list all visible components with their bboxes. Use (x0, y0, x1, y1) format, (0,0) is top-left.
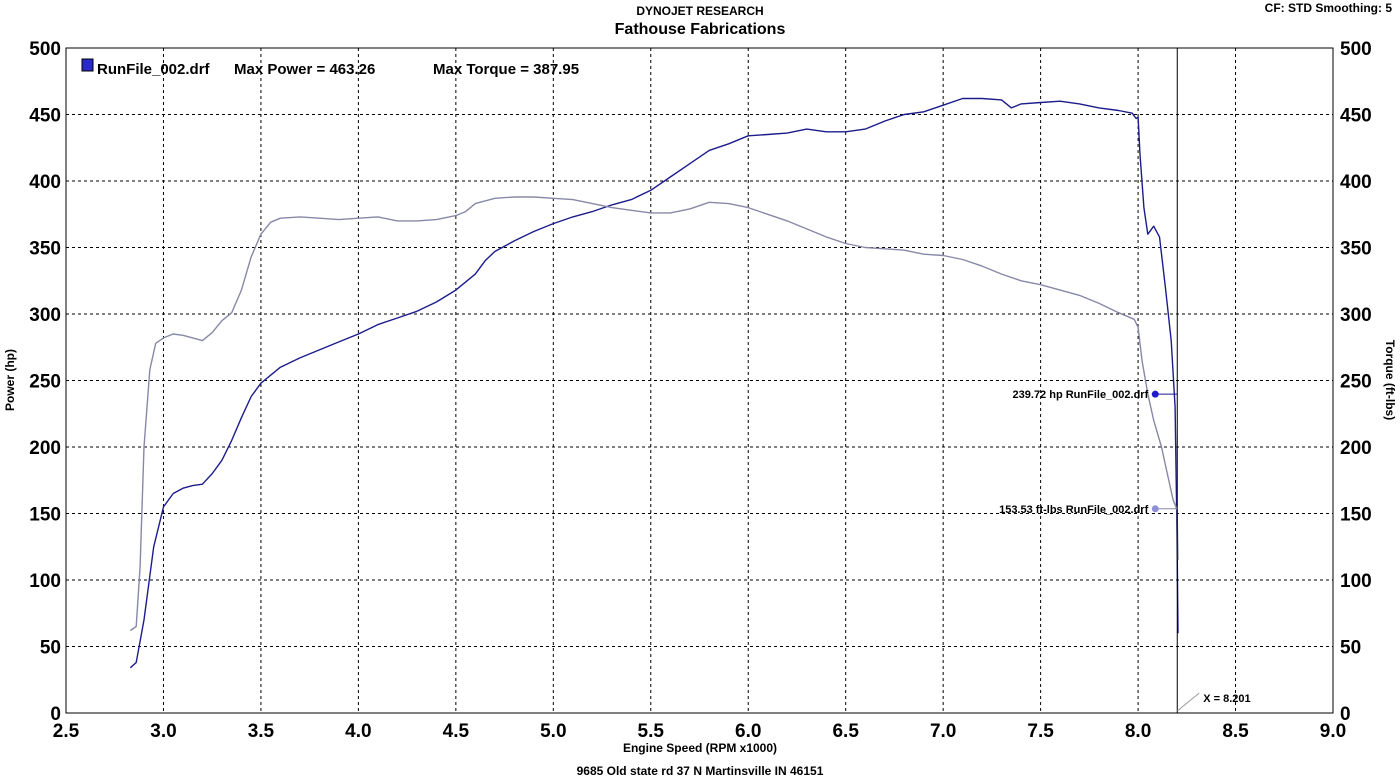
y-tick-label-right: 250 (1340, 372, 1372, 393)
y-tick-label-right: 400 (1340, 172, 1372, 193)
x-tick-label: 7.5 (1027, 721, 1054, 742)
y-tick-label-right: 50 (1340, 638, 1361, 659)
y-axis-label-right: Torque (ft-lbs) (1383, 340, 1397, 420)
x-axis-label: Engine Speed (RPM x1000) (622, 741, 778, 755)
chart-title: Fathouse Fabrications (614, 21, 786, 38)
series-line-torque (129, 196, 1179, 632)
x-tick-label: 6.5 (832, 721, 859, 742)
legend-max-torque: Max Torque = 387.95 (433, 61, 579, 78)
power-readout-label: 239.72 hp RunFile_002.drf (1013, 389, 1149, 401)
x-tick-label: 4.0 (345, 721, 371, 742)
y-tick-label-right: 500 (1340, 39, 1372, 60)
x-tick-label: 8.0 (1125, 721, 1151, 742)
y-tick-label-right: 300 (1340, 305, 1372, 326)
y-tick-label-left: 450 (29, 106, 61, 127)
legend-swatch-icon (81, 58, 94, 72)
y-tick-label-right: 200 (1340, 438, 1372, 459)
x-tick-label: 7.0 (930, 721, 956, 742)
y-tick-labels-right: 0 50 100 150 200 250 300 350 400 450 500 (1340, 39, 1372, 725)
power-readout-marker (1151, 390, 1159, 398)
legend-max-power: Max Power = 463.26 (234, 61, 375, 78)
torque-readout-label: 153.53 ft-lbs RunFile_002.drf (999, 504, 1148, 516)
cursor-x-leader (1176, 692, 1200, 712)
y-tick-label-right: 150 (1340, 505, 1372, 526)
x-tick-label: 3.0 (150, 721, 176, 742)
y-tick-label-right: 0 (1340, 704, 1351, 725)
y-axis-label-left: Power (hp) (3, 349, 17, 411)
x-tick-label: 5.5 (638, 721, 665, 742)
x-tick-label: 5.0 (540, 721, 566, 742)
x-tick-label: 2.5 (53, 721, 80, 742)
x-tick-label: 6.0 (735, 721, 761, 742)
y-tick-label-right: 450 (1340, 106, 1372, 127)
y-tick-label-left: 50 (40, 638, 61, 659)
y-tick-label-left: 200 (29, 438, 61, 459)
y-tick-label-right: 100 (1340, 571, 1372, 592)
y-tick-label-left: 100 (29, 571, 61, 592)
y-tick-label-left: 250 (29, 372, 61, 393)
x-tick-label: 9.0 (1320, 721, 1346, 742)
x-tick-labels: 2.5 3.0 3.5 4.0 4.5 5.0 5.5 6.0 6.5 7.0 7.5 8.0 8.5 9… (53, 721, 1346, 742)
correction-settings: CF: STD Smoothing: 5 (1264, 1, 1392, 15)
x-tick-label: 4.5 (443, 721, 470, 742)
y-tick-label-left: 0 (50, 704, 61, 725)
y-tick-label-left: 150 (29, 505, 61, 526)
company-name: DYNOJET RESEARCH (636, 4, 764, 18)
legend: RunFile_002.drf Max Power = 463.26 Max T… (81, 58, 579, 78)
y-tick-label-left: 300 (29, 305, 61, 326)
y-tick-label-left: 400 (29, 172, 61, 193)
grid-lines (66, 48, 1333, 713)
torque-readout-marker (1151, 505, 1159, 513)
y-tick-label-right: 350 (1340, 239, 1372, 260)
x-tick-label: 8.5 (1222, 721, 1249, 742)
y-tick-labels-left: 0 50 100 150 200 250 300 350 400 450 500 (29, 39, 61, 725)
series-lines (129, 97, 1179, 669)
y-tick-label-left: 350 (29, 239, 61, 260)
series-line-power (129, 97, 1179, 669)
footer-address: 9685 Old state rd 37 N Martinsville IN 4… (576, 764, 824, 778)
legend-run-name: RunFile_002.drf (97, 61, 211, 78)
x-tick-label: 3.5 (248, 721, 275, 742)
y-tick-label-left: 500 (29, 39, 61, 60)
cursor-x-label: X = 8.201 (1203, 693, 1250, 705)
cursor-group: 239.72 hp RunFile_002.drf 153.53 ft-lbs R… (999, 48, 1251, 713)
